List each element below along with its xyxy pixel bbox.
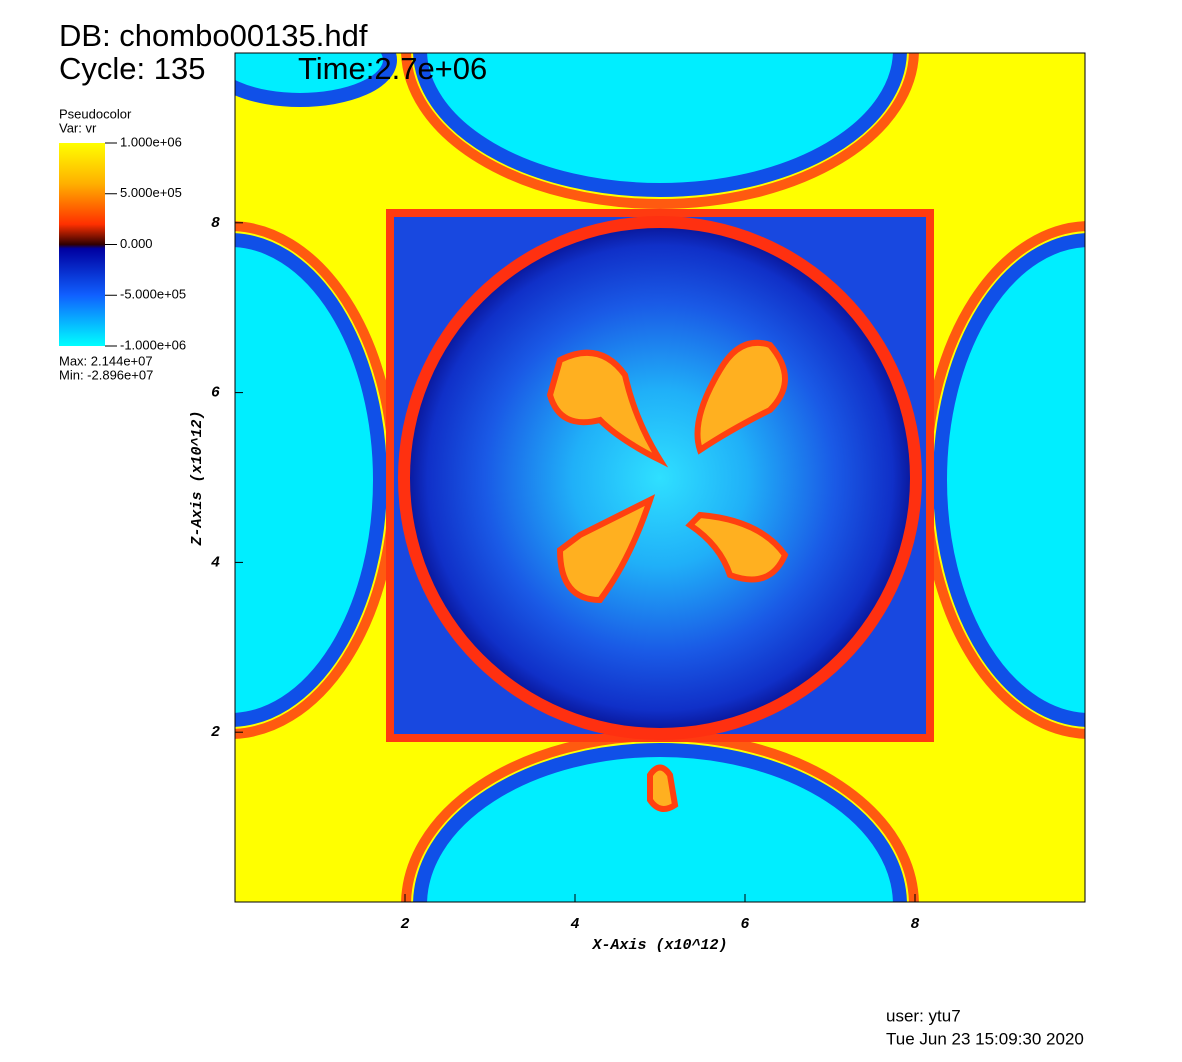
legend-min: Min: -2.896e+07 — [59, 367, 153, 382]
y-axis-label: Z-Axis (x10^12) — [189, 410, 206, 546]
colorbar-tick-label: -5.000e+05 — [120, 287, 186, 302]
y-tick-label: 8 — [211, 215, 220, 232]
date: Tue Jun 23 15:09:30 2020 — [886, 1029, 1084, 1048]
y-tick-label: 2 — [211, 724, 220, 741]
x-tick-label: 4 — [570, 916, 579, 933]
cycle: Cycle: 135 — [59, 51, 205, 86]
time: Time:2.7e+06 — [298, 51, 487, 86]
user: user: ytu7 — [886, 1006, 961, 1025]
y-tick-label: 6 — [211, 385, 220, 402]
y-tick-label: 4 — [211, 554, 220, 571]
title: DB: chombo00135.hdf — [59, 18, 368, 53]
x-axis-label: X-Axis (x10^12) — [591, 937, 727, 954]
field-image — [235, 53, 1085, 902]
colorbar-tick-label: 0.000 — [120, 236, 153, 251]
legend-max: Max: 2.144e+07 — [59, 353, 153, 368]
x-tick-label: 6 — [740, 916, 749, 933]
colorbar-tick-label: -1.000e+06 — [120, 337, 186, 352]
colorbar-tick-label: 5.000e+05 — [120, 185, 182, 200]
plot-frame — [234, 52, 1086, 903]
x-tick-label: 2 — [400, 916, 409, 933]
legend-title: Pseudocolor — [59, 106, 132, 121]
legend-var: Var: vr — [59, 120, 97, 135]
colorbar-tick-label: 1.000e+06 — [120, 134, 182, 149]
x-tick-label: 8 — [910, 916, 919, 933]
colorbar — [59, 143, 105, 346]
